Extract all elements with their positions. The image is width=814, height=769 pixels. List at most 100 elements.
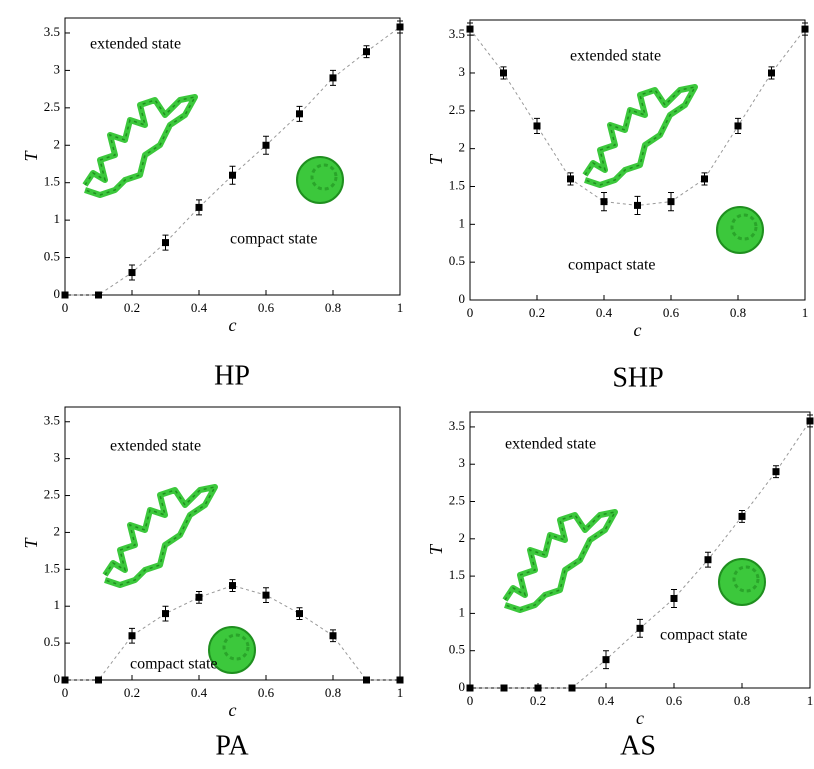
x-axis-label: c bbox=[634, 320, 642, 340]
data-point bbox=[567, 175, 574, 183]
data-point bbox=[396, 676, 404, 684]
data-point bbox=[229, 582, 236, 590]
y-tick-label: 3.5 bbox=[44, 413, 60, 428]
y-tick-label: 2 bbox=[459, 530, 466, 545]
panel-label: SHP bbox=[612, 362, 663, 393]
panel-label: PA bbox=[215, 730, 249, 761]
y-tick-label: 0 bbox=[459, 291, 466, 306]
y-tick-label: 2 bbox=[54, 136, 61, 151]
globule-illustration-shade bbox=[222, 633, 250, 661]
data-point bbox=[61, 291, 69, 299]
y-tick-label: 0.5 bbox=[44, 249, 60, 264]
plot-frame bbox=[469, 19, 806, 301]
y-tick-label: 1 bbox=[54, 211, 61, 226]
y-tick-label: 3.5 bbox=[44, 24, 60, 39]
y-tick-label: 1.5 bbox=[449, 177, 465, 192]
data-point bbox=[329, 632, 337, 640]
data-point bbox=[128, 269, 136, 277]
coil-illustration bbox=[102, 484, 218, 588]
data-point bbox=[806, 417, 814, 425]
x-tick-label: 1 bbox=[807, 693, 814, 708]
data-point bbox=[534, 684, 542, 692]
y-tick-label: 1 bbox=[459, 215, 466, 230]
data-point bbox=[533, 122, 541, 130]
data-point bbox=[704, 556, 712, 564]
y-tick-label: 2.5 bbox=[449, 492, 465, 507]
y-tick-label: 3.5 bbox=[449, 418, 465, 433]
x-tick-label: 0.8 bbox=[325, 300, 341, 315]
data-point bbox=[768, 69, 775, 77]
data-point bbox=[466, 684, 474, 692]
data-point bbox=[296, 110, 303, 118]
y-tick-label: 2.5 bbox=[449, 102, 465, 117]
panel-label: HP bbox=[214, 360, 250, 391]
y-tick-label: 3 bbox=[459, 455, 466, 470]
data-point bbox=[670, 594, 678, 602]
data-point bbox=[95, 676, 102, 684]
y-tick-label: 2.5 bbox=[44, 487, 60, 502]
panel: 0 0.5 1 1.5 2 2.5 3 3.5 0 0.2 0.4 0.6 0.8 1 c T HP extend… bbox=[21, 17, 404, 391]
data-point bbox=[262, 591, 270, 599]
x-tick-label: 0.6 bbox=[666, 693, 683, 708]
x-tick-label: 0.6 bbox=[258, 300, 275, 315]
x-axis-label: c bbox=[229, 315, 237, 335]
y-tick-label: 0 bbox=[54, 286, 61, 301]
data-point bbox=[262, 141, 270, 149]
data-point bbox=[296, 610, 303, 618]
data-point bbox=[568, 684, 576, 692]
panel: 0 0.5 1 1.5 2 2.5 3 3.5 0 0.2 0.4 0.6 0.8 1 c T SHP exten… bbox=[426, 19, 809, 393]
x-axis-label: c bbox=[229, 700, 237, 720]
data-point bbox=[734, 122, 742, 130]
x-tick-label: 0.6 bbox=[663, 305, 680, 320]
panel-label: AS bbox=[620, 730, 656, 761]
data-point bbox=[229, 171, 236, 179]
x-axis-label: c bbox=[636, 708, 644, 728]
guide-line bbox=[470, 420, 811, 689]
plot-frame bbox=[64, 17, 401, 296]
y-tick-label: 1.5 bbox=[449, 567, 465, 582]
globule-illustration-shade bbox=[732, 565, 760, 593]
y-axis-label: T bbox=[21, 537, 41, 549]
y-axis-label: T bbox=[426, 543, 446, 555]
x-tick-label: 0.4 bbox=[596, 305, 613, 320]
x-tick-label: 0 bbox=[62, 685, 69, 700]
y-tick-label: 2.5 bbox=[44, 99, 60, 114]
data-point bbox=[329, 74, 337, 82]
y-tick-label: 3 bbox=[54, 450, 61, 465]
x-tick-label: 0 bbox=[467, 305, 474, 320]
data-point bbox=[396, 23, 404, 31]
y-tick-label: 2 bbox=[54, 523, 61, 538]
data-point bbox=[195, 593, 203, 601]
data-point bbox=[195, 203, 203, 211]
coil-illustration bbox=[82, 94, 198, 198]
data-point bbox=[667, 198, 675, 206]
data-point bbox=[95, 291, 102, 299]
y-tick-label: 0 bbox=[54, 671, 61, 686]
guide-line bbox=[65, 26, 401, 296]
data-point bbox=[500, 69, 507, 77]
annotation: compact state bbox=[130, 656, 218, 673]
coil-illustration bbox=[502, 509, 618, 613]
x-tick-label: 0.8 bbox=[325, 685, 341, 700]
data-point bbox=[61, 676, 69, 684]
data-point bbox=[363, 48, 370, 56]
annotation: extended state bbox=[505, 436, 596, 453]
data-point bbox=[500, 684, 508, 692]
data-point bbox=[600, 198, 608, 206]
y-tick-label: 0.5 bbox=[449, 253, 465, 268]
y-tick-label: 1.5 bbox=[44, 560, 60, 575]
y-axis-label: T bbox=[426, 153, 446, 165]
data-point bbox=[466, 25, 474, 33]
y-tick-label: 3.5 bbox=[449, 26, 465, 41]
y-tick-label: 2 bbox=[459, 140, 466, 155]
y-tick-label: 0.5 bbox=[44, 634, 60, 649]
data-point bbox=[801, 25, 809, 33]
annotation: compact state bbox=[660, 627, 748, 644]
data-point bbox=[772, 468, 780, 476]
data-point bbox=[363, 676, 370, 684]
x-tick-label: 0.2 bbox=[124, 300, 140, 315]
annotation: extended state bbox=[110, 438, 201, 455]
annotation: extended state bbox=[90, 36, 181, 53]
x-tick-label: 0.8 bbox=[730, 305, 746, 320]
